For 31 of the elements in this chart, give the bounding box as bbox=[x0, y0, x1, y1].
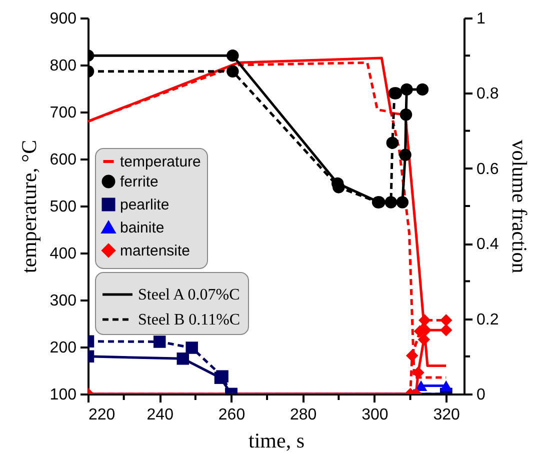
y-tick-label: 300 bbox=[50, 292, 77, 310]
y-tick-label: 100 bbox=[50, 386, 77, 404]
legend-label: ferrite bbox=[120, 174, 158, 190]
x-tick-label: 240 bbox=[146, 406, 174, 424]
legend-label: bainite bbox=[120, 220, 164, 236]
y2-tick-label: 1 bbox=[476, 10, 486, 28]
y2-axis-title: volume fraction bbox=[508, 140, 532, 274]
legend-label: pearlite bbox=[120, 196, 170, 214]
x-axis-title: time, s bbox=[248, 428, 304, 452]
legend-label: martensite bbox=[120, 242, 190, 260]
x-tick-label: 260 bbox=[218, 406, 246, 424]
y-tick-label: 800 bbox=[50, 58, 77, 74]
y2-tick-label: 0.8 bbox=[476, 86, 499, 103]
y2-tick-label: 0.6 bbox=[476, 160, 499, 178]
y-tick-label: 900 bbox=[50, 10, 77, 28]
y-axis-title: temperature, °C bbox=[16, 140, 41, 274]
x-tick-label: 280 bbox=[290, 406, 317, 424]
y2-tick-label: 0.2 bbox=[476, 311, 499, 328]
y2-tick-label: 0.4 bbox=[476, 236, 499, 254]
y2-tick-label: 0 bbox=[476, 386, 486, 404]
x-tick-label: 320 bbox=[433, 406, 460, 424]
y-tick-label: 200 bbox=[50, 340, 77, 356]
annotation: Steel B 0.11%C bbox=[138, 312, 240, 328]
y-tick-label: 600 bbox=[50, 152, 77, 168]
x-tick-label: 220 bbox=[88, 406, 116, 424]
legend-label: temperature bbox=[120, 154, 201, 170]
y-tick-label: 500 bbox=[50, 198, 77, 216]
y-tick-label: 700 bbox=[50, 104, 77, 122]
x-tick-label: 300 bbox=[362, 406, 388, 424]
y-tick-label: 400 bbox=[50, 246, 77, 262]
annotation: Steel A 0.07%C bbox=[138, 286, 240, 304]
